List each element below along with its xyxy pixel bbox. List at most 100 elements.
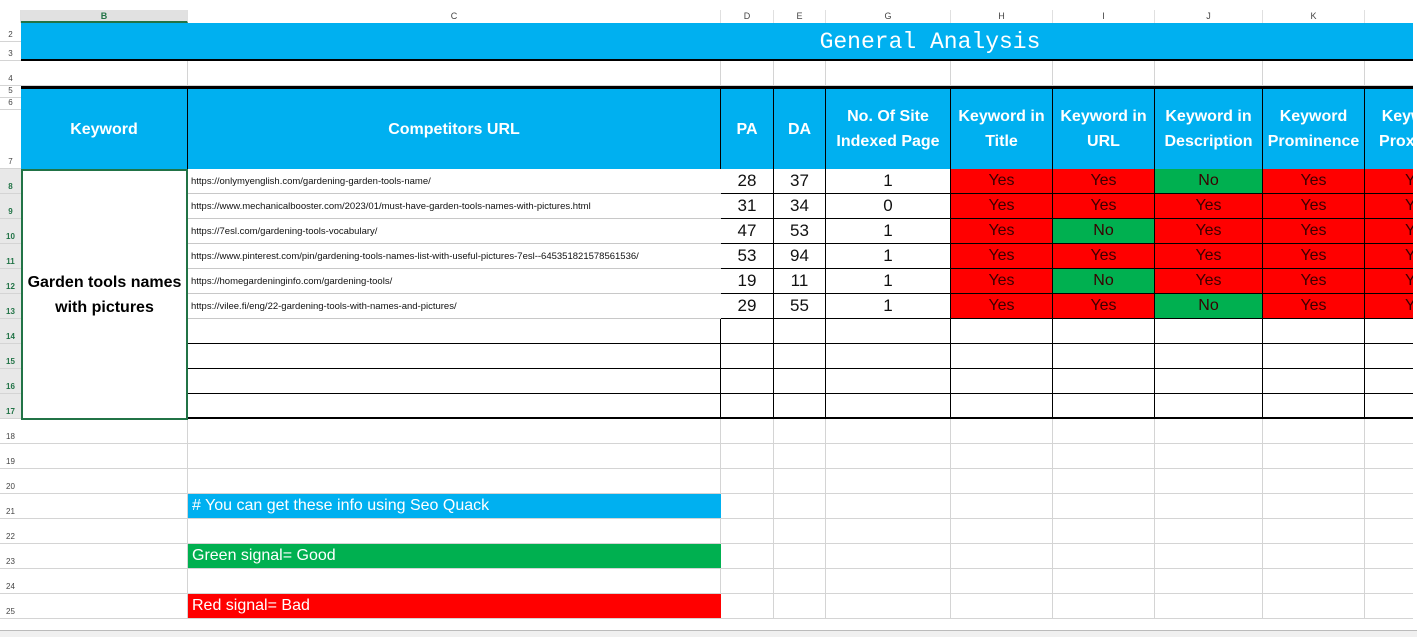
row-header[interactable]: 14 [0, 319, 21, 344]
empty-cell[interactable] [721, 344, 774, 369]
row-header[interactable]: 12 [0, 269, 21, 294]
cell[interactable] [826, 594, 951, 619]
cell[interactable] [188, 444, 721, 469]
column-header[interactable]: C [188, 10, 721, 23]
signal-cell[interactable]: Yes [1263, 169, 1365, 194]
cell[interactable] [826, 419, 951, 444]
empty-cell[interactable] [951, 394, 1053, 419]
signal-cell[interactable]: Yes [1263, 194, 1365, 219]
cell[interactable] [721, 419, 774, 444]
cell[interactable] [721, 469, 774, 494]
cell[interactable] [826, 519, 951, 544]
cell[interactable] [951, 444, 1053, 469]
column-header[interactable]: K [1263, 10, 1365, 23]
competitor-url[interactable]: https://www.pinterest.com/pin/gardening-… [188, 244, 721, 269]
da-value[interactable]: 55 [774, 294, 826, 319]
cell[interactable] [721, 594, 774, 619]
cell[interactable] [1053, 519, 1155, 544]
cell[interactable] [1263, 419, 1365, 444]
empty-cell[interactable] [1365, 319, 1417, 344]
signal-cell[interactable]: Yes [1263, 244, 1365, 269]
cell[interactable] [1365, 444, 1417, 469]
competitor-url[interactable]: https://7esl.com/gardening-tools-vocabul… [188, 219, 721, 244]
cell[interactable] [21, 519, 188, 544]
cell[interactable] [1155, 444, 1263, 469]
signal-cell[interactable]: Yes [1155, 269, 1263, 294]
indexed-pages-value[interactable]: 1 [826, 244, 951, 269]
cell[interactable] [721, 519, 774, 544]
cell[interactable] [1155, 544, 1263, 569]
signal-cell[interactable]: Yes [1263, 294, 1365, 319]
empty-cell[interactable] [951, 319, 1053, 344]
empty-cell[interactable] [1263, 394, 1365, 419]
row-header[interactable]: 22 [0, 519, 21, 544]
cell[interactable] [826, 569, 951, 594]
cell[interactable] [21, 494, 188, 519]
empty-cell[interactable] [1155, 394, 1263, 419]
cell[interactable] [21, 444, 188, 469]
empty-cell[interactable] [951, 369, 1053, 394]
signal-cell[interactable]: Yes [1365, 294, 1417, 319]
cell[interactable] [1263, 469, 1365, 494]
empty-cell[interactable] [188, 369, 721, 394]
cell[interactable] [951, 61, 1053, 86]
empty-cell[interactable] [1053, 369, 1155, 394]
cell[interactable] [1053, 419, 1155, 444]
empty-cell[interactable] [188, 344, 721, 369]
cell[interactable] [951, 569, 1053, 594]
cell[interactable] [21, 569, 188, 594]
signal-cell[interactable]: Yes [1365, 194, 1417, 219]
signal-cell[interactable]: No [1053, 269, 1155, 294]
empty-cell[interactable] [188, 319, 721, 344]
signal-cell[interactable]: Yes [1365, 244, 1417, 269]
signal-cell[interactable]: Yes [1155, 244, 1263, 269]
cell[interactable] [1155, 519, 1263, 544]
cell[interactable] [21, 544, 188, 569]
competitor-url[interactable]: https://homegardeninginfo.com/gardening-… [188, 269, 721, 294]
cell[interactable] [21, 594, 188, 619]
row-header[interactable]: 3 [0, 42, 21, 61]
cell[interactable] [1053, 494, 1155, 519]
cell[interactable] [774, 419, 826, 444]
empty-cell[interactable] [1263, 344, 1365, 369]
empty-cell[interactable] [1053, 344, 1155, 369]
cell[interactable] [1053, 569, 1155, 594]
cell[interactable] [1053, 594, 1155, 619]
signal-cell[interactable]: Yes [951, 169, 1053, 194]
indexed-pages-value[interactable]: 0 [826, 194, 951, 219]
da-value[interactable]: 37 [774, 169, 826, 194]
signal-cell[interactable]: Yes [1365, 269, 1417, 294]
row-header[interactable]: 21 [0, 494, 21, 519]
cell[interactable] [1365, 519, 1417, 544]
signal-cell[interactable]: Yes [1053, 294, 1155, 319]
pa-value[interactable]: 19 [721, 269, 774, 294]
empty-cell[interactable] [1263, 369, 1365, 394]
signal-cell[interactable]: Yes [1263, 269, 1365, 294]
empty-cell[interactable] [1365, 344, 1417, 369]
signal-cell[interactable]: No [1155, 294, 1263, 319]
cell[interactable] [21, 469, 188, 494]
signal-cell[interactable]: Yes [1155, 219, 1263, 244]
empty-cell[interactable] [1365, 369, 1417, 394]
cell[interactable] [774, 569, 826, 594]
cell[interactable] [826, 444, 951, 469]
empty-cell[interactable] [826, 369, 951, 394]
cell[interactable] [774, 519, 826, 544]
column-header[interactable]: I [1053, 10, 1155, 23]
cell[interactable] [188, 61, 721, 86]
empty-cell[interactable] [721, 319, 774, 344]
cell[interactable] [721, 444, 774, 469]
cell[interactable] [1155, 469, 1263, 494]
cell[interactable] [826, 494, 951, 519]
cell[interactable] [774, 444, 826, 469]
cell[interactable] [1155, 61, 1263, 86]
empty-cell[interactable] [1365, 394, 1417, 419]
indexed-pages-value[interactable]: 1 [826, 294, 951, 319]
cell[interactable] [951, 494, 1053, 519]
pa-value[interactable]: 47 [721, 219, 774, 244]
pa-value[interactable]: 53 [721, 244, 774, 269]
competitor-url[interactable]: https://vilee.fi/eng/22-gardening-tools-… [188, 294, 721, 319]
cell[interactable] [1365, 419, 1417, 444]
cell[interactable] [1155, 594, 1263, 619]
keyword-cell[interactable]: Garden tools names with pictures [21, 169, 188, 420]
